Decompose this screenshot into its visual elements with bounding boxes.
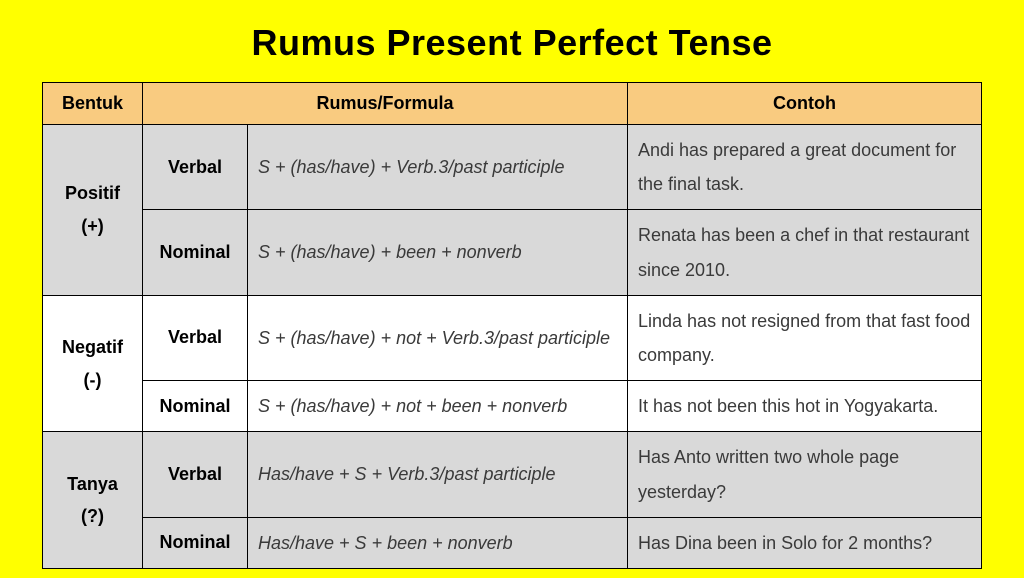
table-row: Positif (+) Verbal S + (has/have) + Verb… (43, 125, 982, 210)
bentuk-symbol: (+) (81, 216, 104, 236)
formula-cell: S + (has/have) + Verb.3/past participle (248, 125, 628, 210)
example-cell: Andi has prepared a great document for t… (628, 125, 982, 210)
page-title: Rumus Present Perfect Tense (251, 22, 772, 64)
bentuk-label: Tanya (67, 474, 118, 494)
formula-cell: Has/have + S + Verb.3/past participle (248, 432, 628, 517)
table-row: Nominal S + (has/have) + been + nonverb … (43, 210, 982, 295)
example-cell: Renata has been a chef in that restauran… (628, 210, 982, 295)
example-cell: Has Anto written two whole page yesterda… (628, 432, 982, 517)
bentuk-cell-negatif: Negatif (-) (43, 295, 143, 432)
table-row: Nominal S + (has/have) + not + been + no… (43, 381, 982, 432)
kind-cell: Nominal (143, 210, 248, 295)
formula-cell: Has/have + S + been + nonverb (248, 517, 628, 568)
kind-cell: Nominal (143, 381, 248, 432)
bentuk-label: Positif (65, 183, 120, 203)
kind-cell: Verbal (143, 432, 248, 517)
bentuk-label: Negatif (62, 337, 123, 357)
tense-table: Bentuk Rumus/Formula Contoh Positif (+) … (42, 82, 982, 569)
formula-cell: S + (has/have) + not + Verb.3/past parti… (248, 295, 628, 380)
table-row: Tanya (?) Verbal Has/have + S + Verb.3/p… (43, 432, 982, 517)
bentuk-symbol: (-) (84, 370, 102, 390)
col-header-contoh: Contoh (628, 83, 982, 125)
kind-cell: Nominal (143, 517, 248, 568)
col-header-bentuk: Bentuk (43, 83, 143, 125)
bentuk-cell-positif: Positif (+) (43, 125, 143, 296)
col-header-rumus: Rumus/Formula (143, 83, 628, 125)
example-cell: Linda has not resigned from that fast fo… (628, 295, 982, 380)
table-row: Nominal Has/have + S + been + nonverb Ha… (43, 517, 982, 568)
example-cell: Has Dina been in Solo for 2 months? (628, 517, 982, 568)
bentuk-symbol: (?) (81, 506, 104, 526)
formula-cell: S + (has/have) + been + nonverb (248, 210, 628, 295)
table-header: Bentuk Rumus/Formula Contoh (43, 83, 982, 125)
table-row: Negatif (-) Verbal S + (has/have) + not … (43, 295, 982, 380)
kind-cell: Verbal (143, 125, 248, 210)
bentuk-cell-tanya: Tanya (?) (43, 432, 143, 569)
formula-cell: S + (has/have) + not + been + nonverb (248, 381, 628, 432)
example-cell: It has not been this hot in Yogyakarta. (628, 381, 982, 432)
kind-cell: Verbal (143, 295, 248, 380)
